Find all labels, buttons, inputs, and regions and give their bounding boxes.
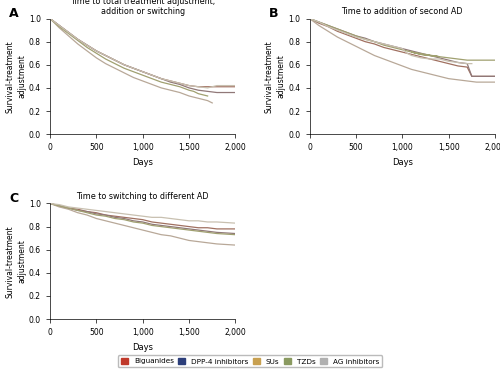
X-axis label: Days: Days [132,158,153,167]
Title: Time to total treatment adjustment,
addition or switching: Time to total treatment adjustment, addi… [70,0,216,16]
Text: B: B [269,7,278,20]
Title: Time to switching to different AD: Time to switching to different AD [76,192,209,201]
Title: Time to addition of second AD: Time to addition of second AD [342,7,463,16]
Y-axis label: Survival-treatment
adjustment: Survival-treatment adjustment [6,40,26,113]
Text: A: A [9,7,19,20]
X-axis label: Days: Days [132,343,153,352]
Legend: Biguanides, DPP-4 inhibitors, SUs, TZDs, AG inhibitors: Biguanides, DPP-4 inhibitors, SUs, TZDs,… [118,355,382,367]
Text: C: C [9,192,18,205]
Y-axis label: Survival-treatment
adjustment: Survival-treatment adjustment [6,225,26,298]
Y-axis label: Survival-treatment
adjustment: Survival-treatment adjustment [265,40,285,113]
X-axis label: Days: Days [392,158,413,167]
